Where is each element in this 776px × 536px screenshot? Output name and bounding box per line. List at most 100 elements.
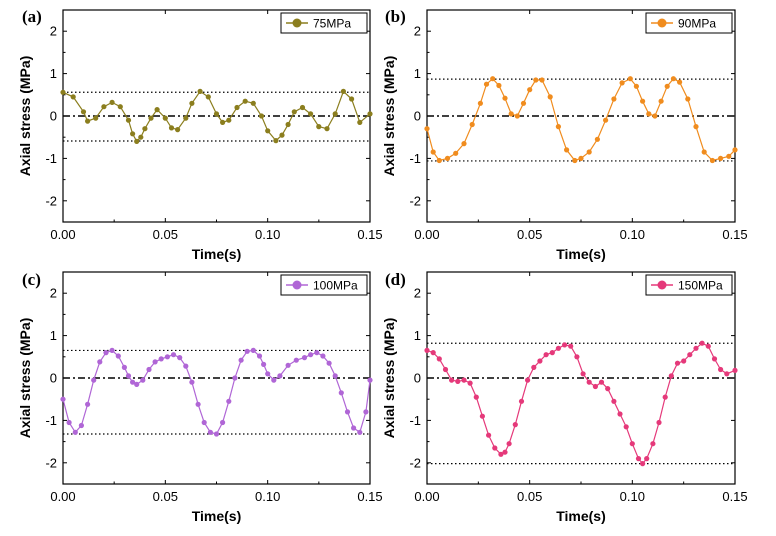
chart-panel-4: -2 -1 0 1 2 0.00 0.05 0.10 0.15 Time(s) Axial stre… [381,270,748,524]
y-tick-label: 1 [50,328,57,343]
data-point [514,113,520,119]
y-axis-label: Axial stress (MPa) [381,56,397,177]
y-axis-label: Axial stress (MPa) [381,318,397,439]
data-point [685,96,691,102]
data-point [525,377,531,383]
data-point [242,98,248,104]
data-point [512,422,518,428]
panel-label: (d) [385,270,406,289]
data-point [705,343,711,349]
legend-label: 90MPa [678,17,716,31]
legend-box [280,274,368,296]
data-point [555,345,562,351]
data-point [234,104,240,111]
data-point [537,358,543,364]
x-tick-label: 0.15 [357,489,382,504]
legend-label: 75MPa [313,17,351,31]
data-point [256,353,263,359]
y-tick-label: 2 [50,286,57,301]
x-axis-label: Time(s) [192,246,242,262]
data-point [125,117,132,123]
data-point [732,367,738,373]
data-point [308,352,314,358]
data-point [109,99,115,105]
data-point [158,356,164,362]
data-point [502,95,508,101]
data-point [244,348,250,354]
x-tick-label: 0.00 [414,489,439,504]
data-point [273,138,279,144]
y-tick-label: 0 [414,109,421,124]
data-point [518,398,525,404]
data-point [662,394,668,400]
data-point [469,121,475,128]
data-point [701,149,707,155]
data-point [130,379,136,385]
data-point [677,79,683,85]
data-point [175,127,181,133]
data-point [718,366,724,373]
data-point [658,98,664,104]
data-point [293,357,299,363]
y-tick-label: -2 [409,455,421,470]
data-point [250,347,256,353]
legend-box [645,274,733,296]
data-point [492,445,498,451]
data-point [533,77,539,83]
data-point [564,147,570,153]
data-point [498,451,504,457]
data-point [650,441,656,447]
y-tick-label: 0 [50,371,57,386]
data-point [520,100,527,106]
data-point [574,354,580,360]
data-point [148,115,154,121]
data-point [718,155,724,161]
x-tick-label: 0.10 [255,227,280,242]
data-point [265,128,271,134]
x-tick-label: 0.00 [50,227,75,242]
data-point [656,419,662,426]
legend-label: 100MPa [313,279,358,293]
legend-box [280,12,368,34]
data-point [72,429,78,435]
data-point [664,83,670,89]
legend-box [645,12,733,34]
data-point [291,109,297,115]
data-point [125,373,132,379]
data-point [271,377,277,383]
data-point [195,401,201,407]
data-point [547,94,553,100]
data-point [207,429,213,435]
data-point [603,117,609,123]
y-tick-label: -1 [409,413,421,428]
data-point [363,409,369,415]
data-point [506,441,512,447]
data-point [344,409,351,415]
data-point [605,386,611,392]
data-point [496,82,502,89]
data-point [201,419,207,426]
data-point [349,96,355,102]
y-tick-label: 0 [414,371,421,386]
data-point [455,378,461,384]
data-point [183,363,189,369]
x-tick-label: 0.10 [620,489,645,504]
data-point [652,113,658,119]
data-point [539,77,545,83]
x-tick-label: 0.15 [722,227,747,242]
x-tick-label: 0.15 [722,489,747,504]
data-point [357,119,363,125]
data-point [140,377,146,383]
data-point [226,398,232,404]
data-point [617,411,623,417]
data-point [549,350,555,356]
data-point [444,155,451,161]
y-tick-label: 0 [50,109,57,124]
data-point [709,157,716,164]
series-line [62,349,371,435]
data-point [594,136,601,142]
data-point [308,111,314,117]
data-point [338,390,344,396]
data-point [436,157,442,164]
chart-panel-2: -2 -1 0 1 2 0.00 0.05 0.10 0.15 Time(s) Axial stre… [381,7,748,262]
